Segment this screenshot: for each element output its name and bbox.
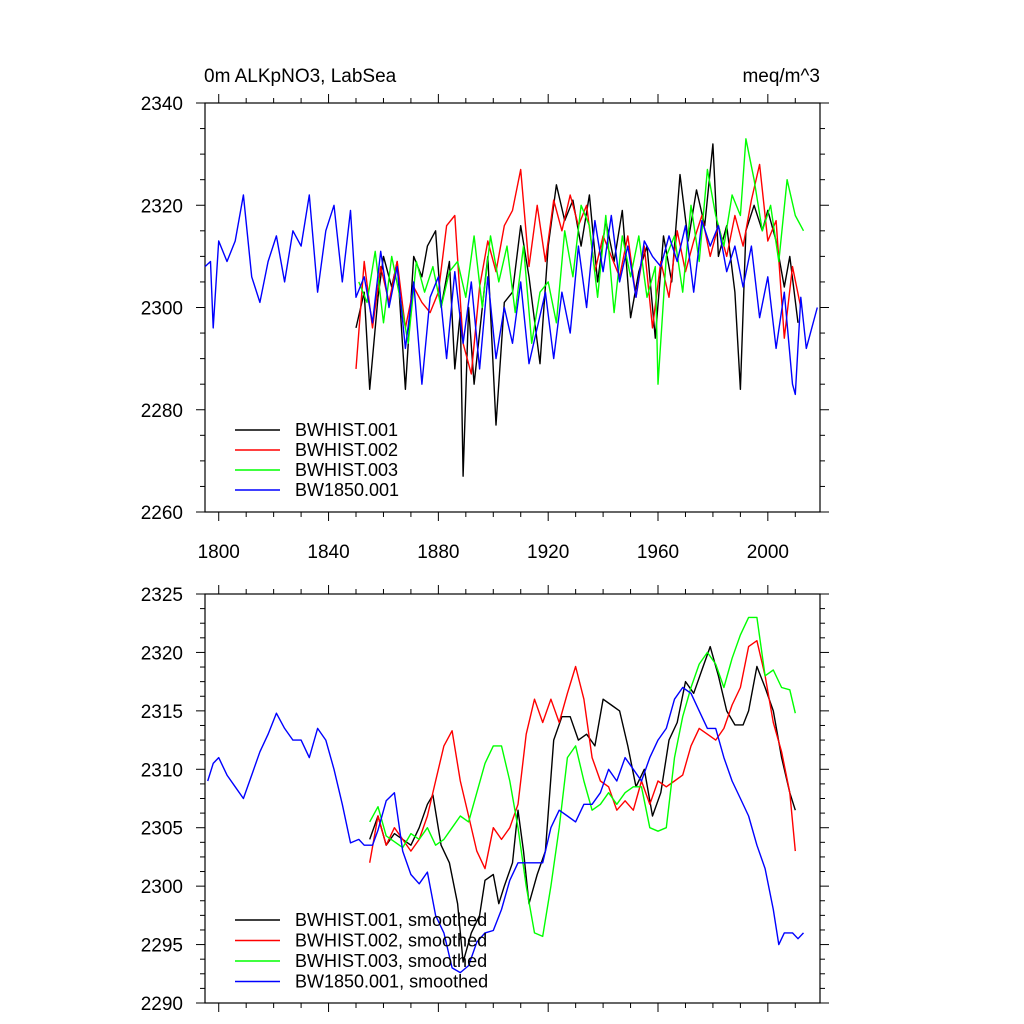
y-tick-label: 2295: [141, 936, 183, 957]
bottom-panel: 2290 2295 2300 2305 2310 2315 2320 2325 BWHIST.…: [141, 585, 829, 1015]
y-tick-label: 2300: [141, 877, 183, 898]
legend-label: BWHIST.003, smoothed: [295, 951, 487, 971]
top-axes: 2260 2280 2300 2320 2340 1800 1840 1880 1920 1960…: [141, 94, 829, 563]
top-title-left: 0m ALKpNO3, LabSea: [204, 66, 397, 87]
y-tick-label: 2260: [141, 503, 183, 524]
x-tick-label: 1920: [527, 542, 569, 563]
y-tick-label: 2340: [141, 94, 183, 115]
x-tick-label: 2000: [747, 542, 789, 563]
x-tick-label: 1800: [198, 542, 240, 563]
legend-label: BW1850.001: [295, 480, 399, 500]
bottom-axes: 2290 2295 2300 2305 2310 2315 2320 2325: [141, 585, 829, 1015]
legend-label: BWHIST.003: [295, 460, 398, 480]
series-line-bw1850-001: [204, 194, 818, 396]
y-tick-label: 2320: [141, 643, 183, 664]
y-tick-label: 2290: [141, 994, 183, 1015]
y-tick-label: 2320: [141, 196, 183, 217]
legend-label: BWHIST.001, smoothed: [295, 910, 487, 930]
series-line-bwhist-003: [358, 138, 805, 385]
y-tick-label: 2310: [141, 760, 183, 781]
legend-label: BW1850.001, smoothed: [295, 972, 488, 992]
y-tick-label: 2325: [141, 585, 183, 606]
legend-label: BWHIST.001: [295, 420, 398, 440]
top-series: [204, 138, 818, 477]
x-tick-label: 1880: [417, 542, 459, 563]
x-tick-label: 1840: [307, 542, 349, 563]
series-line-bwhist-001-smoothed: [369, 645, 796, 963]
series-line-bwhist-001: [355, 143, 799, 477]
top-title-right: meq/m^3: [742, 66, 820, 87]
top-panel: 0m ALKpNO3, LabSea meq/m^3 2260228023002…: [141, 66, 829, 563]
y-tick-label: 2280: [141, 401, 183, 422]
series-line-bwhist-002-smoothed: [369, 640, 796, 870]
legend-label: BWHIST.002, smoothed: [295, 931, 487, 951]
series-line-bw1850-001-smoothed: [207, 686, 805, 974]
y-tick-label: 2305: [141, 819, 183, 840]
y-tick-label: 2300: [141, 299, 183, 320]
series-line-bwhist-003-smoothed: [369, 616, 796, 938]
x-tick-label: 1960: [637, 542, 679, 563]
legend-label: BWHIST.002: [295, 440, 398, 460]
y-tick-label: 2315: [141, 702, 183, 723]
bottom-series: [207, 616, 805, 974]
